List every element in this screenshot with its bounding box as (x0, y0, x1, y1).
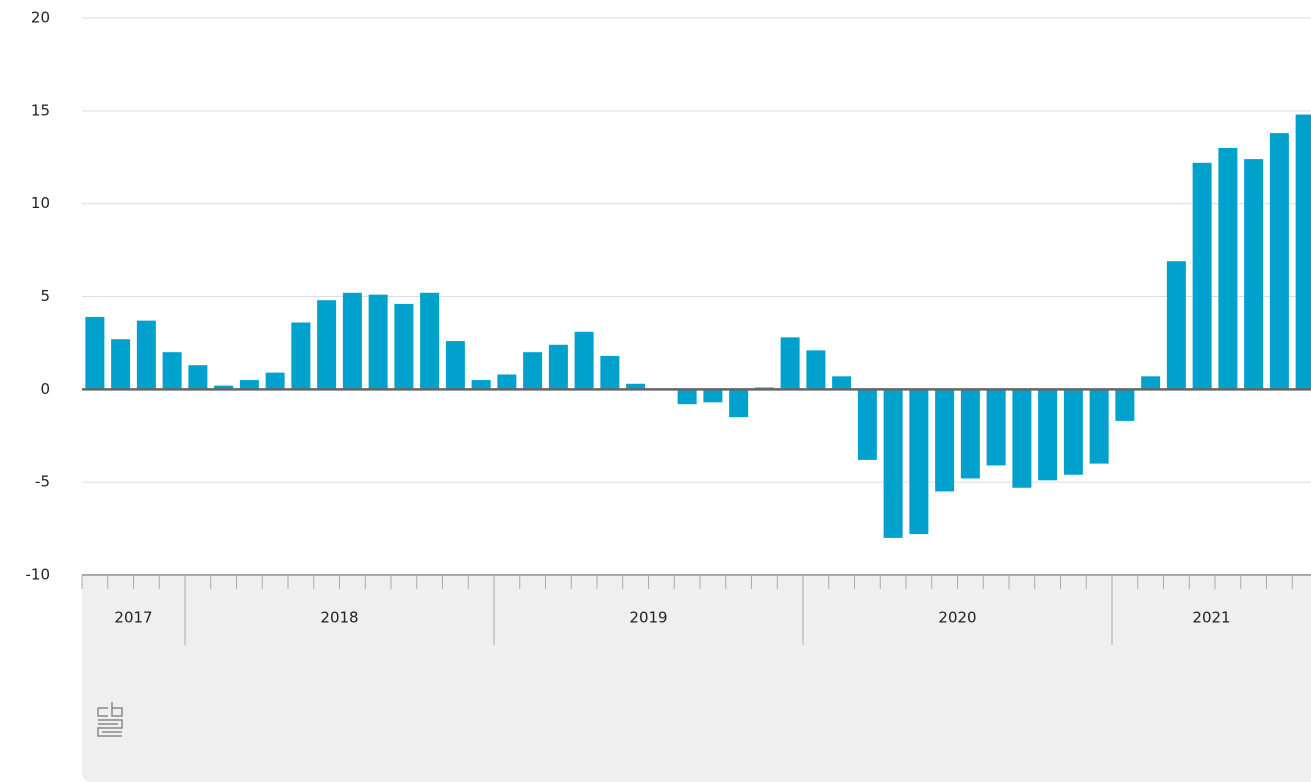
bar (1038, 389, 1058, 481)
y-tick-label: 15 (31, 101, 50, 119)
bar (1218, 147, 1238, 390)
year-label: 2018 (320, 609, 358, 627)
bar (85, 316, 105, 390)
cbs-logo (97, 702, 123, 737)
y-tick-label: 5 (40, 287, 50, 305)
axis-panel (82, 575, 1311, 782)
bar (1244, 159, 1264, 390)
bar (394, 303, 414, 390)
bar (857, 389, 877, 460)
bar (136, 320, 156, 390)
bar (1063, 389, 1083, 475)
bar (626, 383, 646, 390)
bar (832, 376, 852, 390)
y-tick-label: 20 (31, 9, 50, 27)
bar (780, 337, 800, 390)
bar (497, 374, 517, 390)
bar (523, 352, 543, 390)
bar (317, 300, 337, 390)
y-tick-label: -10 (26, 566, 51, 584)
bar (1295, 114, 1311, 390)
bar (935, 389, 955, 492)
bar (806, 350, 826, 390)
bar (600, 355, 620, 390)
y-tick-label: 10 (31, 194, 50, 212)
year-label: 2017 (114, 609, 152, 627)
year-label: 2020 (938, 609, 976, 627)
bar (548, 344, 568, 390)
bar (188, 365, 208, 390)
year-label: 2019 (629, 609, 667, 627)
bar (471, 380, 491, 390)
bar (214, 385, 234, 390)
bar (291, 322, 311, 390)
bar (1115, 389, 1135, 421)
bar (1141, 376, 1161, 390)
bar (342, 292, 362, 390)
bar (986, 389, 1006, 466)
bar (1269, 133, 1289, 390)
bar (162, 352, 182, 390)
bar (1089, 389, 1109, 464)
bar (909, 389, 929, 535)
bar (111, 339, 131, 390)
bar (729, 389, 749, 418)
bar (960, 389, 980, 479)
bar (883, 389, 903, 538)
year-label: 2021 (1192, 609, 1230, 627)
bar (1192, 162, 1212, 390)
bar (368, 294, 388, 390)
bar (1166, 261, 1186, 390)
bar (265, 372, 285, 390)
bar (1012, 389, 1032, 488)
bar (420, 292, 440, 390)
bar (445, 341, 465, 390)
bar (703, 389, 723, 403)
bar (239, 380, 259, 390)
y-tick-label: -5 (35, 473, 50, 491)
y-tick-label: 0 (40, 380, 50, 398)
bar (677, 389, 697, 405)
bar (574, 331, 594, 390)
